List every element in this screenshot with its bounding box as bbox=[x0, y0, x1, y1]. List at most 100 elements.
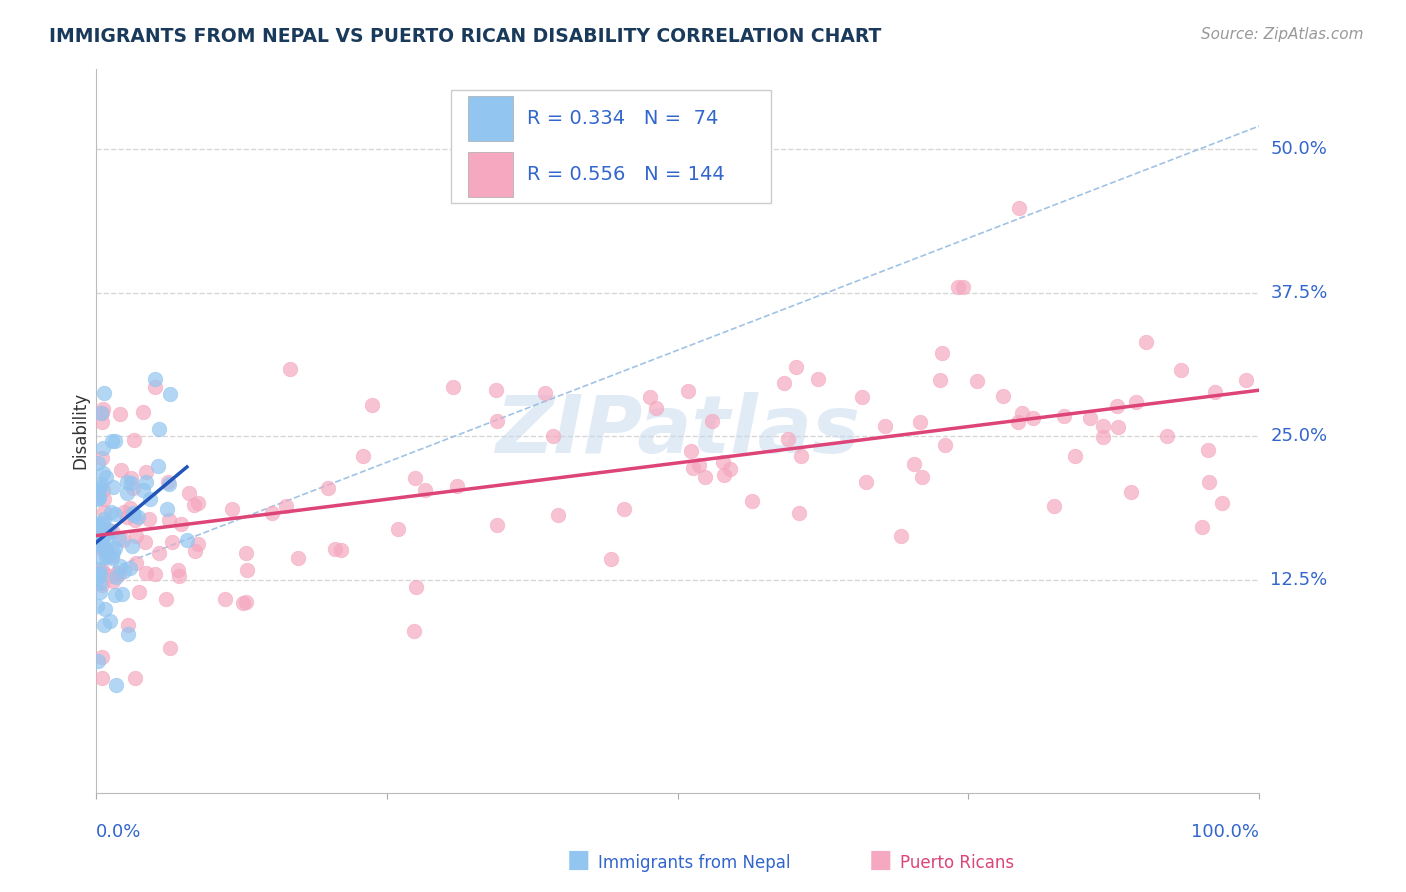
Point bbox=[143, 566, 166, 581]
Point bbox=[1022, 411, 1045, 425]
Point bbox=[1078, 410, 1101, 425]
Point bbox=[405, 580, 427, 594]
Point bbox=[91, 543, 114, 558]
Point bbox=[1119, 484, 1142, 499]
Point bbox=[547, 508, 569, 522]
Point bbox=[108, 567, 131, 582]
Point bbox=[1191, 520, 1213, 534]
Point bbox=[101, 545, 124, 559]
Point bbox=[1125, 394, 1147, 409]
Point bbox=[128, 584, 150, 599]
Point bbox=[120, 471, 142, 485]
Point bbox=[148, 546, 170, 560]
Point bbox=[235, 595, 257, 609]
Point bbox=[91, 467, 114, 481]
Point bbox=[120, 561, 142, 575]
Point bbox=[91, 671, 114, 685]
Point bbox=[91, 483, 114, 497]
Point bbox=[485, 384, 508, 398]
Point bbox=[187, 496, 209, 510]
Point bbox=[157, 477, 180, 491]
Point bbox=[143, 372, 166, 386]
Point bbox=[167, 568, 190, 582]
Point bbox=[235, 546, 257, 560]
Point bbox=[86, 523, 108, 537]
Point bbox=[122, 506, 145, 520]
Point bbox=[908, 415, 931, 429]
Point bbox=[911, 470, 934, 484]
Point bbox=[176, 533, 198, 548]
Point bbox=[91, 538, 114, 552]
Point bbox=[599, 552, 621, 566]
Point bbox=[157, 513, 180, 527]
Point bbox=[97, 523, 120, 537]
Point bbox=[640, 390, 662, 404]
Point bbox=[100, 614, 122, 628]
Point bbox=[790, 449, 813, 463]
Point bbox=[1043, 499, 1066, 513]
Point bbox=[260, 506, 283, 520]
Point bbox=[1105, 399, 1128, 413]
Point bbox=[127, 510, 149, 524]
Point bbox=[934, 438, 956, 452]
Point bbox=[316, 481, 339, 495]
Point bbox=[100, 549, 122, 563]
Point bbox=[713, 467, 735, 482]
Point bbox=[1091, 430, 1114, 444]
Bar bbox=[468, 95, 513, 141]
Point bbox=[157, 475, 180, 490]
Point bbox=[402, 624, 425, 638]
Point bbox=[404, 471, 426, 485]
Text: 0.0%: 0.0% bbox=[96, 823, 142, 841]
Point bbox=[101, 569, 124, 583]
Point bbox=[1198, 475, 1220, 490]
Point bbox=[1092, 419, 1115, 434]
Point bbox=[159, 640, 181, 655]
Point bbox=[94, 544, 117, 558]
Point bbox=[134, 535, 156, 549]
Point bbox=[97, 532, 120, 546]
Point bbox=[1204, 385, 1226, 400]
Point bbox=[676, 384, 699, 398]
Point bbox=[122, 508, 145, 522]
Point bbox=[541, 429, 564, 443]
Point bbox=[91, 534, 114, 549]
Point bbox=[89, 489, 111, 503]
Point bbox=[787, 506, 810, 520]
Point bbox=[1135, 335, 1157, 350]
Point bbox=[167, 563, 190, 577]
Point bbox=[143, 380, 166, 394]
Point bbox=[110, 463, 132, 477]
Point bbox=[121, 540, 143, 554]
Point bbox=[446, 478, 468, 492]
Text: Immigrants from Nepal: Immigrants from Nepal bbox=[598, 855, 790, 872]
Point bbox=[87, 562, 110, 576]
Point bbox=[1107, 420, 1129, 434]
Point bbox=[170, 516, 193, 531]
Point bbox=[93, 528, 115, 542]
Point bbox=[946, 280, 969, 294]
Text: 37.5%: 37.5% bbox=[1271, 284, 1327, 301]
Point bbox=[104, 570, 127, 584]
Point bbox=[115, 510, 138, 524]
Point bbox=[91, 406, 114, 420]
Point bbox=[415, 483, 437, 497]
Point bbox=[125, 529, 148, 543]
Point bbox=[93, 529, 115, 543]
Point bbox=[741, 494, 763, 508]
Point bbox=[644, 401, 666, 415]
Point bbox=[693, 470, 716, 484]
Point bbox=[87, 654, 110, 668]
Point bbox=[101, 574, 124, 588]
Point bbox=[115, 475, 138, 490]
Point bbox=[86, 537, 108, 551]
Point bbox=[232, 596, 254, 610]
Point bbox=[97, 549, 120, 563]
Text: ■: ■ bbox=[567, 848, 591, 872]
Point bbox=[89, 585, 111, 599]
Point bbox=[135, 475, 157, 490]
Point bbox=[91, 577, 114, 591]
Point bbox=[533, 386, 555, 401]
Point bbox=[160, 535, 183, 549]
Point bbox=[773, 376, 796, 390]
